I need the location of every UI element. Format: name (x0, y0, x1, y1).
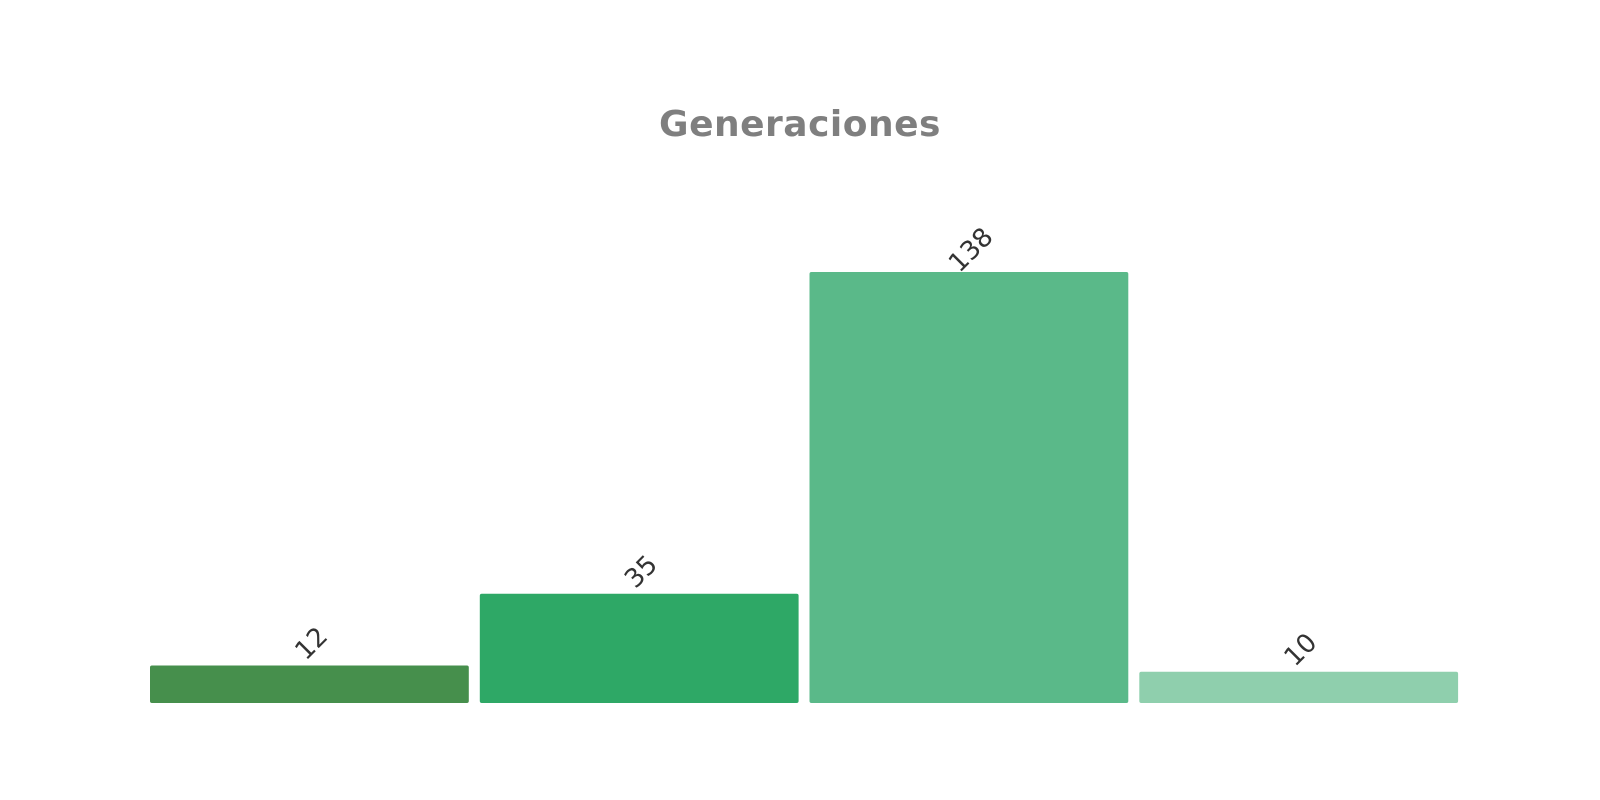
bar-1 (150, 665, 469, 703)
bar-4 (1139, 671, 1459, 703)
bar-3 (809, 272, 1129, 703)
bar-2 (479, 593, 799, 703)
bar-value-label-3: 138 (943, 222, 999, 278)
chart-title: Generaciones (659, 104, 941, 145)
bar-value-label-2: 35 (619, 550, 664, 595)
bar-value-label-1: 12 (289, 622, 334, 667)
bar-value-label-4: 10 (1279, 628, 1324, 673)
